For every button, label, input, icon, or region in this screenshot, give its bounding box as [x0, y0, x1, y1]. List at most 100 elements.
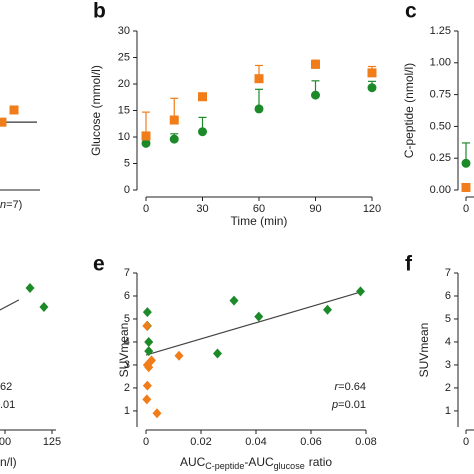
x-tick-label: 0.06	[300, 436, 321, 448]
y-tick-label: 20	[118, 78, 130, 90]
y-tick-label: 6	[445, 290, 451, 302]
point	[198, 127, 207, 137]
x-tick-label: 0	[463, 203, 469, 215]
point	[174, 350, 184, 361]
point	[461, 158, 471, 168]
y-tick-label: 4	[124, 336, 130, 348]
point	[311, 90, 320, 100]
annotation: p=0.01	[331, 399, 366, 411]
point	[144, 346, 154, 357]
point	[39, 302, 49, 313]
fit-line	[0, 299, 20, 311]
y-tick-label: 3	[124, 359, 130, 371]
y-tick-label: 7	[445, 267, 451, 279]
y-tick-label: 2	[445, 382, 451, 394]
x-tick-label: 0	[463, 436, 469, 448]
point	[461, 182, 471, 192]
panel: c 0.00 0.25 0.50 0.75 1.00 1.25 0 C-peptide (nmo…	[402, 0, 474, 215]
annotation-part: =7)	[6, 199, 22, 211]
annotation: r=0.64	[334, 381, 366, 393]
panel-letter: f	[405, 253, 413, 276]
x-tick-label: 90	[309, 203, 321, 215]
point	[0, 117, 7, 127]
annotation: .01	[0, 399, 15, 411]
panel: e 1 2 3 4 5 6 7 0 0.02 0.04 0.06 0.08 SUVmean AUCC-pep…	[93, 253, 377, 472]
point	[142, 320, 152, 331]
x-axis-label: n/l)	[0, 455, 17, 469]
point	[198, 92, 207, 102]
annotation: n=7)	[0, 199, 22, 211]
point	[169, 134, 179, 144]
point	[141, 138, 151, 148]
x-label-part: ratio	[309, 455, 333, 469]
y-tick-label: 0.25	[430, 152, 451, 164]
y-tick-label: 1.25	[430, 25, 451, 37]
annotation-part: =0.01	[338, 399, 366, 411]
x-label-part: AUC	[180, 455, 206, 469]
annotation-part: 62	[0, 381, 12, 393]
point	[254, 74, 264, 84]
point	[142, 394, 152, 405]
point	[229, 295, 239, 306]
point	[25, 282, 35, 293]
x-tick-label: 0.04	[245, 436, 266, 448]
panel: n=7)	[0, 105, 40, 211]
y-tick-label: 3	[445, 359, 451, 371]
x-label-subscript: glucose	[274, 461, 305, 471]
x-tick-label: 125	[43, 436, 61, 448]
point	[213, 348, 222, 359]
y-axis-label: SUVmean	[417, 323, 431, 378]
y-axis-label: SUVmean	[117, 323, 131, 378]
y-tick-label: 10	[118, 131, 130, 143]
point	[367, 83, 377, 93]
point	[142, 307, 152, 318]
y-tick-label: 15	[118, 104, 130, 116]
point	[141, 131, 151, 141]
annotation-part: .01	[0, 399, 15, 411]
point	[152, 408, 162, 419]
x-label-part: -AUC	[244, 455, 274, 469]
point	[367, 68, 377, 78]
panel: b 0 5 10 15 20 25 30 0 30 60 90 120 Glucose (mmol/l) T…	[89, 0, 381, 228]
panel-letter: b	[93, 0, 106, 23]
x-tick-label: 0.08	[355, 436, 376, 448]
fit-line	[145, 291, 361, 356]
y-axis-label: Glucose (mmol/l)	[89, 65, 103, 156]
annotation-part: p	[331, 399, 338, 411]
y-tick-label: 5	[445, 313, 451, 325]
y-tick-label: 0.75	[430, 89, 451, 101]
y-tick-label: 0.00	[430, 184, 451, 196]
y-axis-label: C-peptide (nmol/l)	[402, 63, 416, 158]
y-tick-label: 6	[124, 290, 130, 302]
y-tick-label: 7	[124, 267, 130, 279]
point	[311, 59, 320, 69]
point	[142, 380, 152, 391]
point	[147, 355, 156, 366]
x-label-subscript: C-peptide	[205, 461, 244, 471]
y-tick-label: 0	[124, 184, 130, 196]
y-tick-label: 1	[445, 405, 451, 417]
y-tick-label: 1.00	[430, 57, 451, 69]
annotation-part: =0.64	[338, 381, 366, 393]
y-tick-label: 2	[124, 382, 130, 394]
point	[144, 336, 154, 347]
y-tick-label: 25	[118, 51, 130, 63]
annotation-part: n	[0, 199, 6, 211]
point	[254, 311, 264, 322]
panel-letter: e	[93, 253, 105, 276]
panel-letter: c	[405, 0, 417, 23]
y-tick-label: 4	[445, 336, 451, 348]
point	[254, 104, 264, 114]
annotation: 62	[0, 381, 12, 393]
x-tick-label: 0	[143, 203, 149, 215]
x-tick-label: 120	[363, 203, 381, 215]
y-tick-label: 30	[118, 25, 130, 37]
point	[323, 304, 332, 315]
y-tick-label: 5	[124, 313, 130, 325]
x-tick-label: 60	[253, 203, 265, 215]
y-tick-label: 5	[124, 157, 130, 169]
x-tick-label: 0	[143, 436, 149, 448]
point	[356, 286, 365, 297]
point	[169, 115, 179, 125]
